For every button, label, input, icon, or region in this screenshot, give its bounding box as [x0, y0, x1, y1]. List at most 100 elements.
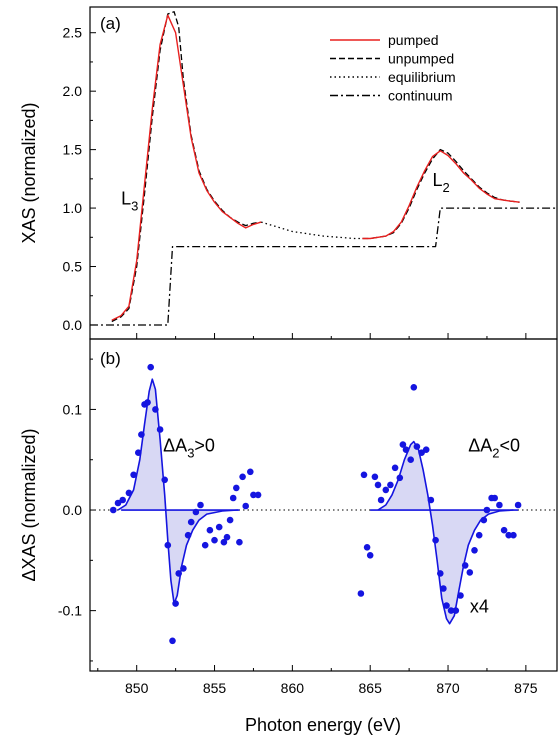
fit-curve-1 [117, 378, 238, 605]
data-point [491, 494, 499, 502]
legend: pumped unpumped equilibrium continuum [330, 32, 456, 104]
data-point [187, 518, 195, 526]
y-tick-label-a: 0.0 [63, 317, 83, 333]
data-point [505, 531, 512, 539]
data-point [135, 449, 142, 457]
data-point [366, 552, 374, 559]
panel-a-frame [89, 6, 558, 340]
data-point [119, 496, 126, 504]
data-point [396, 474, 404, 482]
series-unpumped-line-2 [362, 148, 520, 240]
data-point [500, 526, 508, 534]
legend-label-continuum: continuum [388, 88, 453, 104]
fit-area-1 [118, 379, 238, 604]
data-point [510, 531, 517, 539]
data-point [377, 496, 385, 504]
data-point [114, 499, 122, 507]
x-axis-label: Photon energy (eV) [245, 715, 401, 735]
data-point [164, 541, 172, 549]
data-point [443, 602, 450, 609]
data-point [223, 533, 231, 541]
y-tick-label-a: 0.5 [63, 259, 83, 275]
data-point [407, 456, 415, 464]
data-point [382, 486, 390, 494]
data-point [152, 406, 159, 413]
panel-a-ticks: 0.0 0.5 1.0 1.5 2.0 2.5 [63, 25, 527, 339]
data-point [175, 570, 182, 577]
panel-b-fill-layer [90, 379, 557, 624]
panel-b-ticks: -0.1 0.0 0.1 850 855 860 865 870 875 [58, 358, 538, 696]
data-point [399, 441, 407, 448]
panel-b-frame [89, 338, 558, 672]
edge-label-l2: L2 [432, 170, 449, 195]
data-point [172, 600, 179, 607]
series-pumped-line-1 [111, 14, 262, 321]
series-continuum-line-1 [90, 207, 557, 326]
data-point [466, 569, 474, 576]
legend-label-equilibrium: equilibrium [388, 69, 456, 85]
edge-label-l3: L3 [121, 189, 138, 214]
data-point [161, 476, 168, 484]
data-point [254, 491, 262, 499]
y-tick-label-a: 1.0 [63, 200, 83, 216]
data-point [360, 471, 368, 479]
data-point [201, 541, 209, 549]
y-tick-label-a: 2.5 [63, 25, 83, 41]
data-point [192, 508, 200, 516]
data-point [215, 523, 223, 531]
data-point [144, 399, 151, 406]
data-point [410, 384, 418, 391]
data-point [110, 506, 117, 514]
data-point [427, 496, 435, 504]
data-point [437, 570, 444, 577]
data-point [247, 468, 254, 476]
data-point [169, 637, 176, 645]
data-point [130, 471, 137, 479]
data-point [374, 481, 382, 489]
data-point [475, 531, 483, 539]
x-tick-label: 865 [359, 680, 383, 696]
annotation-b-3: x4 [470, 597, 489, 617]
data-point [220, 538, 228, 546]
panel-b-plot-area: ΔA3>0 ΔA2<0 x4 -0.1 0.0 0.1 850 855 860 865 870 87… [19, 338, 558, 735]
data-point [496, 501, 503, 509]
data-point [387, 481, 394, 489]
data-point [239, 473, 246, 481]
panel-b-label: (b) [100, 349, 121, 368]
data-point [250, 491, 257, 499]
data-point [357, 590, 365, 597]
data-point [125, 489, 133, 497]
data-point [461, 562, 469, 569]
data-point [402, 446, 410, 454]
data-point [236, 538, 243, 546]
fit-curve-2 [377, 440, 514, 625]
x-tick-label: 870 [436, 680, 460, 696]
data-point [229, 494, 237, 502]
fit-area-2 [378, 441, 514, 624]
data-point [138, 431, 145, 438]
annotation-b-2: ΔA2<0 [468, 436, 520, 461]
data-point [156, 426, 164, 433]
panel-a-series-layer: L3 L2 [90, 11, 557, 326]
data-point [184, 531, 192, 539]
data-point [432, 536, 439, 544]
x-tick-label: 855 [203, 680, 227, 696]
panel-a-ylabel: XAS (normalized) [19, 102, 39, 243]
data-point [391, 464, 399, 472]
data-point [440, 585, 447, 592]
data-point [452, 607, 460, 614]
data-point [363, 544, 371, 551]
x-tick-label: 875 [514, 680, 538, 696]
data-point [371, 473, 379, 481]
data-point [457, 592, 464, 599]
series-equilibrium-line-1 [261, 221, 363, 240]
x-tick-label: 850 [125, 680, 149, 696]
data-point [480, 516, 488, 524]
data-point [413, 443, 421, 450]
panel-a-plot-area: L3 L2 0.0 0.5 1.0 1.5 2.0 2.5 (a) XAS (normali… [19, 6, 558, 340]
panel-b: ΔA3>0 ΔA2<0 x4 -0.1 0.0 0.1 850 855 860 865 870 87… [19, 338, 558, 735]
data-point [197, 501, 204, 509]
data-point [514, 501, 522, 509]
y-tick-label-a: 2.0 [63, 83, 83, 99]
panel-a-label: (a) [100, 14, 121, 33]
